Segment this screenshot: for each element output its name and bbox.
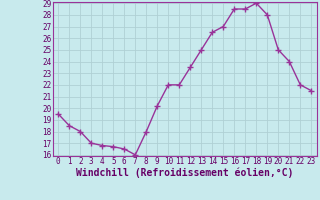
X-axis label: Windchill (Refroidissement éolien,°C): Windchill (Refroidissement éolien,°C) [76, 168, 293, 178]
